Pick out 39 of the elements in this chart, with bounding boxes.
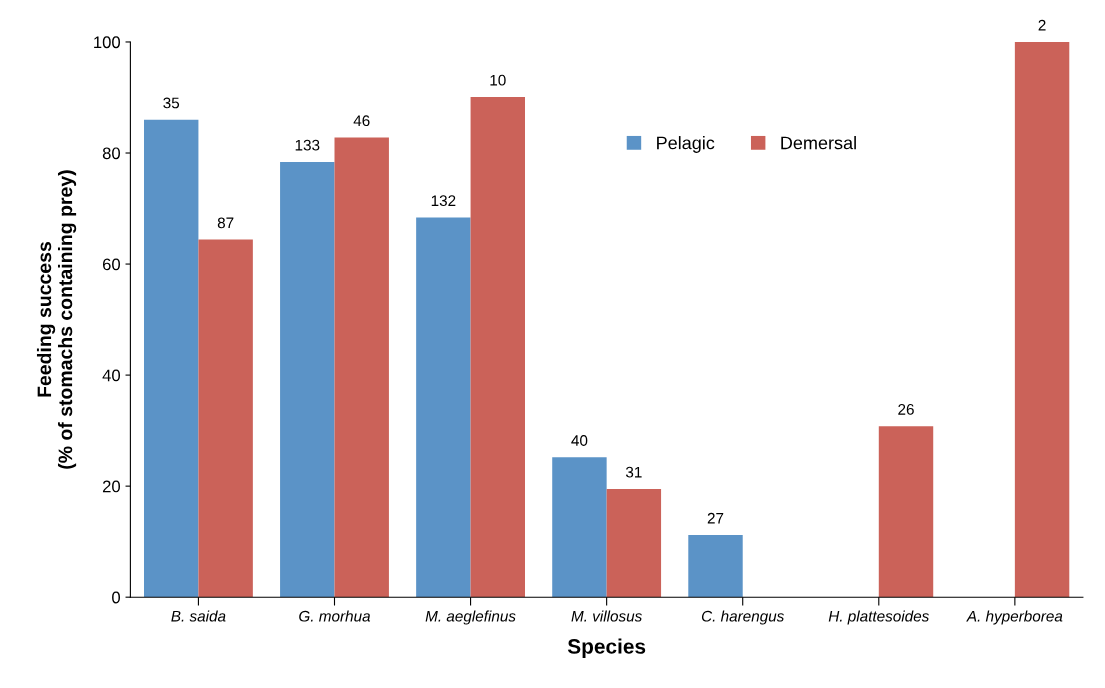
bar	[334, 137, 389, 598]
y-tick-label: 20	[102, 480, 121, 493]
x-tick-label: B. saida	[171, 610, 226, 622]
y-tick-label: 80	[102, 147, 121, 160]
annotation: 46	[353, 115, 370, 127]
legend-label: Pelagic	[657, 136, 715, 153]
bar	[606, 488, 662, 598]
bar	[416, 217, 471, 598]
bar	[144, 119, 199, 598]
annotation: 133	[295, 139, 320, 151]
annotation: 31	[625, 466, 642, 478]
bar	[552, 457, 607, 598]
annotation: 27	[707, 512, 724, 524]
bar	[470, 96, 525, 598]
bar	[1014, 41, 1070, 598]
y-tick-label: 100	[94, 36, 121, 49]
x-axis-title: Species	[567, 638, 646, 658]
annotation: 35	[163, 97, 180, 109]
annotation: 10	[490, 74, 506, 86]
y-tick-label: 40	[102, 369, 121, 382]
bar	[198, 239, 253, 598]
annotation: 40	[571, 435, 588, 446]
annotation: 26	[898, 404, 914, 415]
x-tick-label: M. villosus	[571, 610, 642, 622]
x-tick-label: G. morhua	[299, 610, 371, 622]
y-tick-label: 60	[102, 258, 121, 271]
annotation: 132	[431, 195, 456, 207]
x-tick-label: M. aeglefinus	[425, 610, 516, 625]
y-axis-title: Feeding success (% of stomachs containing prey)	[36, 170, 77, 469]
y-tick-label: 0	[112, 591, 121, 604]
bar	[688, 535, 743, 598]
x-tick-label: C. harengus	[701, 610, 785, 625]
annotation: 87	[217, 217, 234, 229]
annotation: 2	[1038, 19, 1046, 31]
bar	[280, 161, 335, 598]
legend-label: Demersal	[781, 136, 856, 150]
x-tick-label: A. hyperborea	[966, 610, 1063, 625]
x-tick-label: H. plattesoides	[828, 610, 930, 625]
bar	[878, 426, 934, 598]
